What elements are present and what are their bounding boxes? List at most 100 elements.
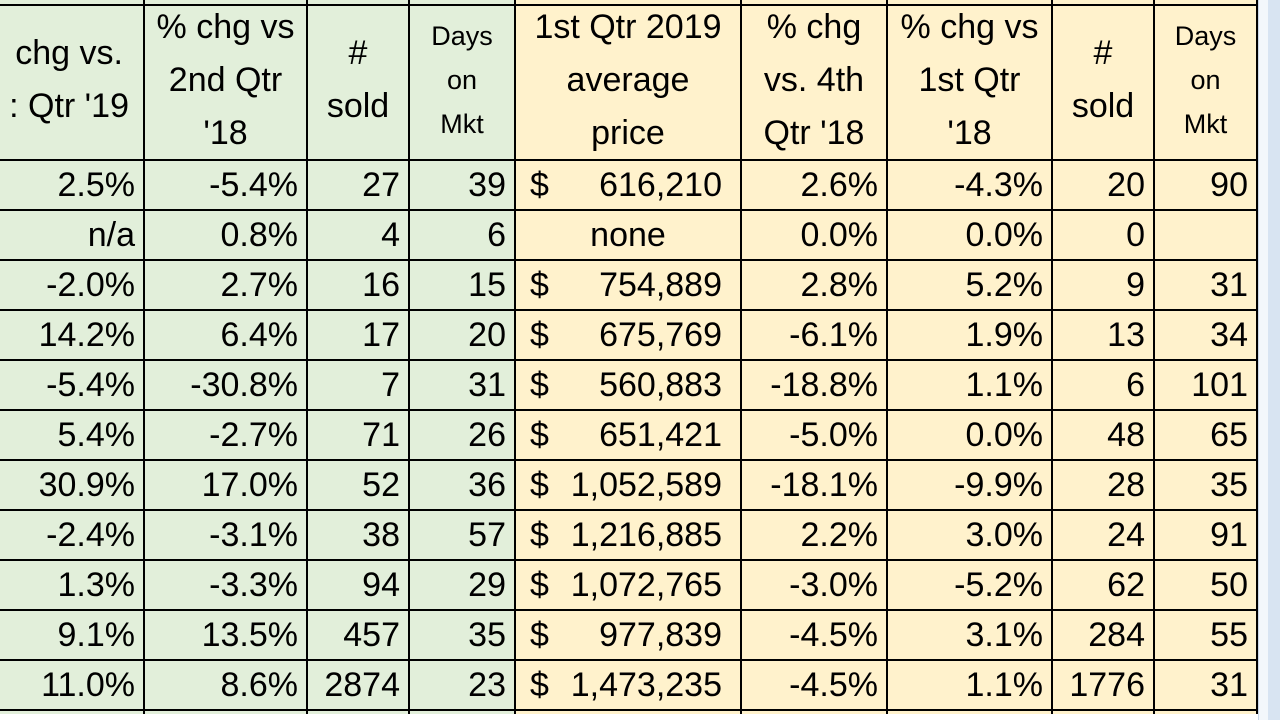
table-cell[interactable]: $1,052,589 <box>516 460 740 510</box>
table-cell[interactable]: -5.2% <box>888 560 1051 610</box>
table-cell[interactable]: 13 <box>1053 310 1153 360</box>
column-header[interactable]: % chg vs. 4th Qtr '18 <box>763 7 865 152</box>
table-cell[interactable] <box>1155 210 1256 260</box>
table-cell[interactable]: 31 <box>1155 660 1256 710</box>
table-cell[interactable]: 52 <box>308 460 408 510</box>
table-cell[interactable]: 7 <box>308 360 408 410</box>
column-header[interactable]: Days on Mkt <box>1174 21 1237 139</box>
table-cell[interactable]: 24 <box>1053 510 1153 560</box>
table-cell[interactable]: $1,216,885 <box>516 510 740 560</box>
table-cell[interactable]: 27 <box>308 160 408 210</box>
table-cell[interactable]: 23 <box>410 660 514 710</box>
table-cell[interactable]: 28 <box>1053 460 1153 510</box>
table-cell[interactable]: 48 <box>1053 410 1153 460</box>
table-cell[interactable]: 35 <box>410 610 514 660</box>
table-cell[interactable]: 2.6% <box>742 160 886 210</box>
table-cell[interactable]: -3.1% <box>145 510 306 560</box>
table-cell[interactable]: -5.0% <box>742 410 886 460</box>
table-cell[interactable]: -6.1% <box>742 310 886 360</box>
column-header[interactable]: Days on Mkt <box>431 21 493 139</box>
table-cell[interactable]: $754,889 <box>516 260 740 310</box>
table-cell[interactable]: 31 <box>1155 260 1256 310</box>
table-cell[interactable]: 5.4% <box>0 410 143 460</box>
table-cell[interactable]: 36 <box>410 460 514 510</box>
table-cell[interactable]: 31 <box>410 360 514 410</box>
table-cell[interactable]: 90 <box>1155 160 1256 210</box>
table-cell[interactable]: 1776 <box>1053 660 1153 710</box>
table-cell[interactable]: 57 <box>410 510 514 560</box>
table-cell[interactable]: 15 <box>410 260 514 310</box>
table-cell[interactable]: 39 <box>410 160 514 210</box>
table-cell[interactable]: 34 <box>1155 310 1256 360</box>
table-cell[interactable]: 62 <box>1053 560 1153 610</box>
table-cell[interactable]: 11.0% <box>0 660 143 710</box>
table-cell[interactable]: 6.4% <box>145 310 306 360</box>
table-cell[interactable]: 71 <box>308 410 408 460</box>
table-cell[interactable]: 0.8% <box>145 210 306 260</box>
table-cell[interactable]: -18.8% <box>742 360 886 410</box>
table-cell[interactable]: 6 <box>410 210 514 260</box>
table-cell[interactable]: 16 <box>308 260 408 310</box>
table-cell[interactable]: 55 <box>1155 610 1256 660</box>
table-cell[interactable]: -5.4% <box>0 360 143 410</box>
table-cell[interactable]: 1.3% <box>0 560 143 610</box>
table-cell[interactable]: 2.7% <box>145 260 306 310</box>
table-cell[interactable]: 0.0% <box>888 210 1051 260</box>
table-cell[interactable]: -5.4% <box>145 160 306 210</box>
table-cell[interactable]: 457 <box>308 610 408 660</box>
table-cell[interactable]: -4.3% <box>888 160 1051 210</box>
table-cell[interactable]: 35 <box>1155 460 1256 510</box>
table-cell[interactable]: 0.0% <box>742 210 886 260</box>
table-cell[interactable]: 2.8% <box>742 260 886 310</box>
column-header[interactable]: % chg vs 2nd Qtr '18 <box>156 7 295 152</box>
table-cell[interactable]: 13.5% <box>145 610 306 660</box>
column-header[interactable]: % chg vs 1st Qtr '18 <box>900 7 1039 152</box>
table-cell[interactable]: -2.4% <box>0 510 143 560</box>
table-cell[interactable]: 29 <box>410 560 514 610</box>
table-cell[interactable]: 50 <box>1155 560 1256 610</box>
column-header[interactable]: # sold <box>326 34 390 125</box>
column-header[interactable]: # sold <box>1071 34 1135 125</box>
table-cell[interactable]: $560,883 <box>516 360 740 410</box>
table-cell[interactable]: -3.0% <box>742 560 886 610</box>
table-cell[interactable]: 3.0% <box>888 510 1051 560</box>
table-cell[interactable]: 1.1% <box>888 360 1051 410</box>
table-cell[interactable]: -3.3% <box>145 560 306 610</box>
table-cell[interactable]: 4 <box>308 210 408 260</box>
table-cell[interactable]: 14.2% <box>0 310 143 360</box>
table-cell[interactable]: 8.6% <box>145 660 306 710</box>
table-cell[interactable]: $616,210 <box>516 160 740 210</box>
table-cell[interactable]: $1,072,765 <box>516 560 740 610</box>
table-cell[interactable]: 91 <box>1155 510 1256 560</box>
column-header[interactable]: chg vs. : Qtr '19 <box>9 34 129 125</box>
table-cell[interactable]: 1.9% <box>888 310 1051 360</box>
table-cell[interactable]: 94 <box>308 560 408 610</box>
table-cell[interactable]: 17.0% <box>145 460 306 510</box>
table-cell[interactable]: 3.1% <box>888 610 1051 660</box>
table-cell[interactable]: 9.1% <box>0 610 143 660</box>
table-cell[interactable]: 65 <box>1155 410 1256 460</box>
table-cell[interactable]: 17 <box>308 310 408 360</box>
table-cell[interactable]: -2.0% <box>0 260 143 310</box>
table-cell[interactable]: 38 <box>308 510 408 560</box>
table-cell[interactable]: 6 <box>1053 360 1153 410</box>
table-cell[interactable]: n/a <box>0 210 143 260</box>
table-cell[interactable]: 2.5% <box>0 160 143 210</box>
table-cell[interactable]: -4.5% <box>742 610 886 660</box>
table-cell[interactable]: 0 <box>1053 210 1153 260</box>
vertical-scrollbar[interactable] <box>1268 0 1280 720</box>
table-cell[interactable]: -2.7% <box>145 410 306 460</box>
table-cell[interactable]: 5.2% <box>888 260 1051 310</box>
table-cell[interactable]: 1.1% <box>888 660 1051 710</box>
table-cell[interactable]: -9.9% <box>888 460 1051 510</box>
table-cell[interactable]: none <box>516 210 740 260</box>
table-cell[interactable]: 0.0% <box>888 410 1051 460</box>
table-cell[interactable]: $977,839 <box>516 610 740 660</box>
column-header[interactable]: 1st Qtr 2019 average price <box>534 7 722 152</box>
table-cell[interactable]: $1,473,235 <box>516 660 740 710</box>
table-cell[interactable]: -30.8% <box>145 360 306 410</box>
table-cell[interactable]: -18.1% <box>742 460 886 510</box>
table-cell[interactable]: $651,421 <box>516 410 740 460</box>
table-cell[interactable]: 9 <box>1053 260 1153 310</box>
table-cell[interactable]: 26 <box>410 410 514 460</box>
